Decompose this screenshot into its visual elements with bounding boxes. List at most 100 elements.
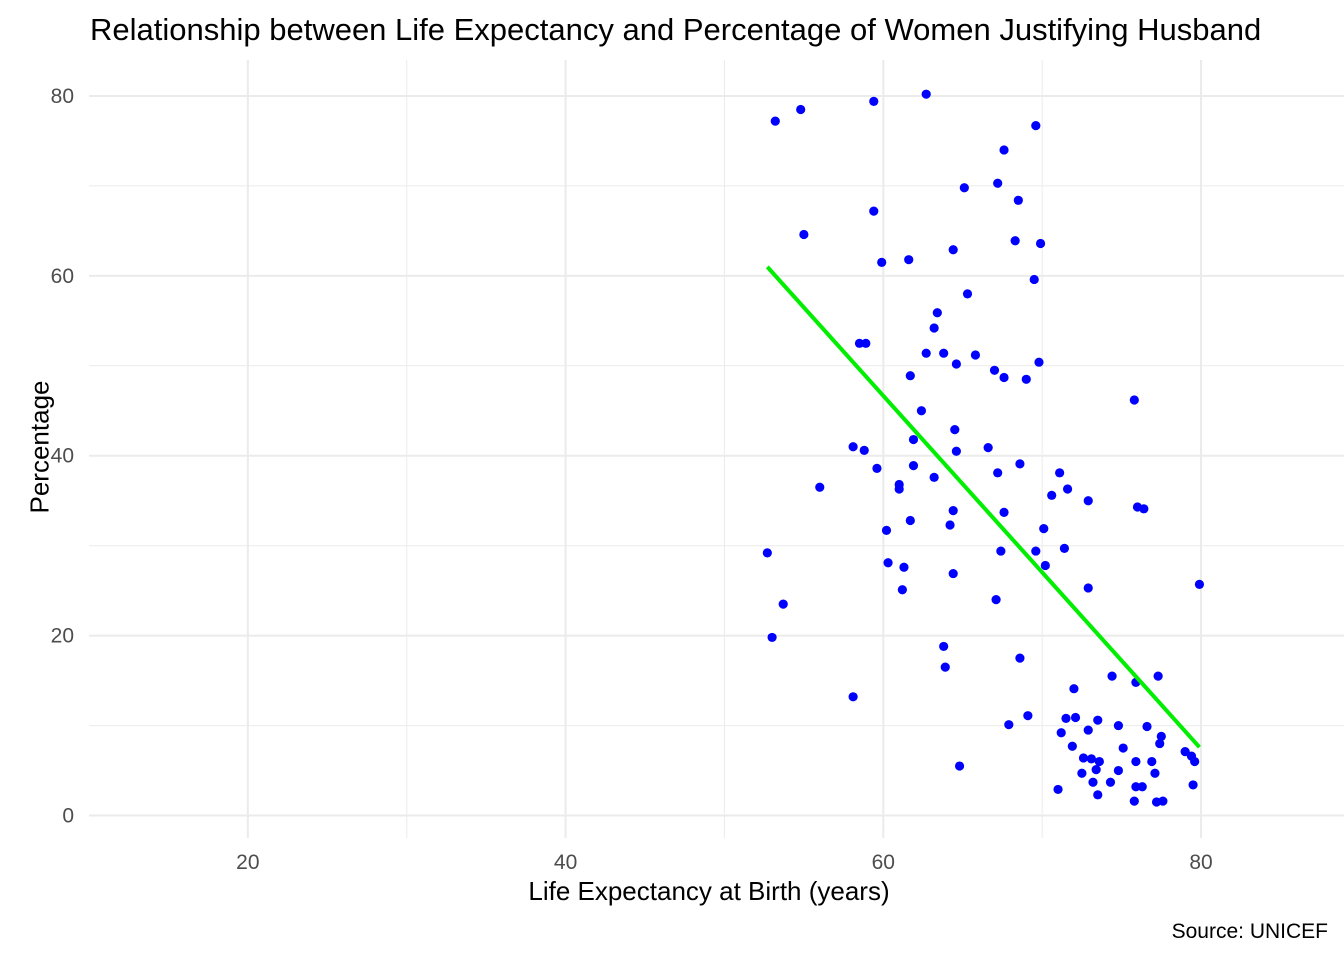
data-point bbox=[815, 482, 825, 492]
data-point bbox=[1118, 743, 1128, 753]
data-point bbox=[1147, 756, 1157, 767]
data-point bbox=[950, 425, 960, 435]
data-point bbox=[948, 506, 958, 516]
data-point bbox=[1156, 731, 1166, 741]
x-axis-label: Life Expectancy at Birth (years) bbox=[528, 876, 890, 906]
x-tick-label: 60 bbox=[872, 851, 895, 874]
data-point bbox=[877, 257, 887, 267]
data-point bbox=[1039, 523, 1049, 534]
x-tick-label: 40 bbox=[554, 851, 577, 874]
y-tick-label: 40 bbox=[51, 445, 74, 468]
y-tick-label: 0 bbox=[62, 805, 74, 828]
data-point bbox=[962, 289, 973, 299]
data-point bbox=[1056, 728, 1066, 738]
data-point bbox=[948, 245, 958, 255]
data-point bbox=[993, 178, 1003, 188]
data-point bbox=[1083, 583, 1093, 593]
data-point bbox=[1093, 790, 1103, 800]
data-point bbox=[1194, 579, 1205, 589]
data-point bbox=[894, 484, 904, 494]
data-point bbox=[1015, 459, 1025, 469]
data-point bbox=[799, 229, 809, 240]
data-point bbox=[869, 206, 879, 216]
data-point bbox=[1083, 496, 1093, 506]
data-point bbox=[767, 632, 777, 643]
data-point bbox=[1055, 468, 1065, 478]
data-point bbox=[869, 96, 879, 106]
data-point bbox=[1031, 121, 1041, 131]
data-point bbox=[1034, 357, 1044, 367]
data-point bbox=[908, 461, 919, 471]
data-point bbox=[848, 442, 858, 452]
y-tick-label: 20 bbox=[51, 625, 74, 648]
data-point bbox=[859, 445, 869, 455]
data-point bbox=[1077, 768, 1087, 778]
data-point bbox=[939, 348, 949, 358]
data-point bbox=[954, 761, 965, 771]
data-point bbox=[1093, 715, 1103, 725]
data-point bbox=[1015, 653, 1025, 663]
data-point bbox=[1029, 274, 1039, 285]
data-point bbox=[940, 662, 950, 672]
data-point bbox=[1150, 768, 1160, 778]
tick-labels: 20 40 60 80 0 20 40 60 80 bbox=[51, 85, 1213, 874]
data-point bbox=[1142, 721, 1152, 732]
source-caption: Source: UNICEF bbox=[1171, 920, 1328, 943]
data-point bbox=[1129, 796, 1139, 806]
data-point bbox=[1155, 738, 1165, 749]
data-point bbox=[970, 350, 981, 360]
data-point bbox=[945, 520, 955, 530]
data-point bbox=[996, 546, 1006, 556]
data-point bbox=[993, 468, 1003, 478]
data-point bbox=[861, 338, 871, 348]
data-points bbox=[762, 89, 1205, 807]
data-point bbox=[991, 595, 1001, 605]
data-point bbox=[1086, 754, 1097, 764]
data-point bbox=[1153, 671, 1163, 681]
data-point bbox=[1158, 796, 1168, 806]
y-tick-label: 80 bbox=[51, 85, 74, 108]
data-point bbox=[983, 443, 993, 453]
data-point bbox=[1059, 543, 1070, 553]
data-point bbox=[939, 641, 949, 652]
data-point bbox=[1094, 756, 1104, 767]
data-point bbox=[872, 463, 882, 473]
data-point bbox=[1010, 236, 1020, 246]
data-point bbox=[905, 515, 915, 526]
data-point bbox=[948, 568, 958, 579]
data-point bbox=[1062, 484, 1073, 494]
data-point bbox=[770, 116, 780, 126]
data-point bbox=[848, 692, 858, 702]
data-point bbox=[1035, 238, 1046, 249]
data-point bbox=[916, 406, 927, 416]
data-point bbox=[929, 323, 939, 333]
data-point bbox=[1040, 560, 1050, 571]
y-axis-label: Percentage bbox=[24, 380, 55, 514]
chart-title: Relationship between Life Expectancy and… bbox=[90, 12, 1262, 47]
data-point bbox=[1053, 784, 1063, 795]
data-point bbox=[881, 525, 892, 535]
data-point bbox=[1021, 374, 1031, 384]
data-point bbox=[1083, 725, 1093, 735]
data-point bbox=[1188, 780, 1198, 790]
data-point bbox=[1067, 741, 1077, 751]
data-point bbox=[999, 507, 1009, 518]
data-point bbox=[778, 599, 788, 609]
data-point bbox=[1061, 713, 1071, 723]
y-tick-label: 60 bbox=[51, 265, 74, 288]
data-point bbox=[1088, 777, 1098, 787]
data-point bbox=[932, 308, 942, 318]
data-point bbox=[1004, 720, 1014, 730]
data-point bbox=[905, 371, 915, 381]
data-point bbox=[883, 558, 893, 568]
data-point bbox=[1023, 711, 1033, 721]
data-point bbox=[904, 255, 914, 265]
data-point bbox=[951, 359, 961, 369]
data-point bbox=[1031, 546, 1041, 556]
data-point bbox=[908, 434, 919, 445]
data-point bbox=[921, 89, 931, 99]
data-point bbox=[1113, 765, 1124, 776]
data-point bbox=[1105, 777, 1116, 787]
